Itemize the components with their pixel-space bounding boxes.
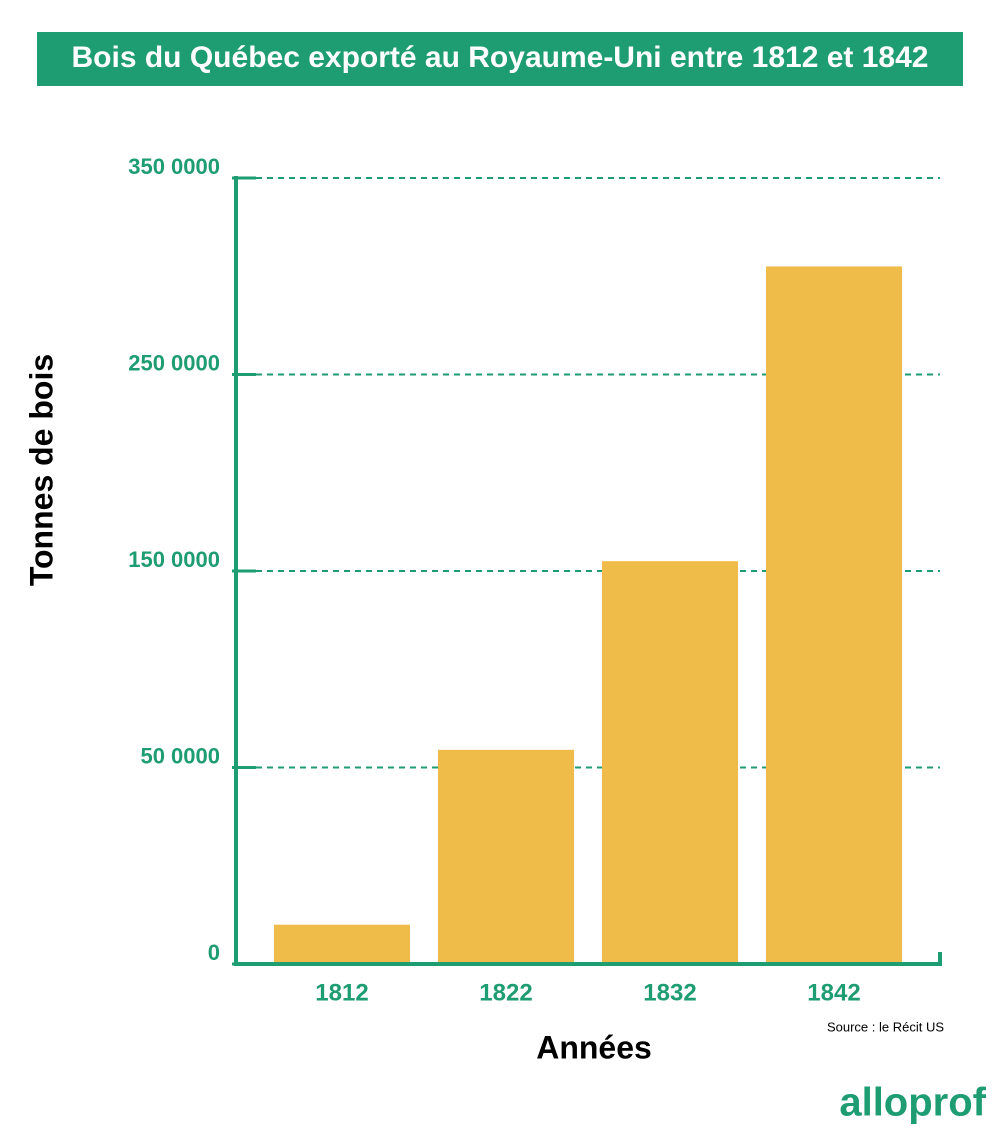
bar xyxy=(766,266,902,964)
title-banner xyxy=(37,32,963,86)
bar xyxy=(274,924,410,964)
y-tick-label: 150 0000 xyxy=(128,547,220,572)
y-tick-label: 50 0000 xyxy=(140,743,220,768)
y-tick-label: 0 xyxy=(208,940,220,965)
y-axis-label: Tonnes de bois xyxy=(23,354,59,586)
x-tick-label: 1842 xyxy=(807,979,860,1006)
x-tick-label: 1832 xyxy=(643,979,696,1006)
chart-title: Bois du Québec exporté au Royaume-Uni en… xyxy=(72,41,929,74)
bar xyxy=(438,749,574,964)
y-tick-label: 250 0000 xyxy=(128,350,220,375)
x-tick-label: 1822 xyxy=(479,979,532,1006)
logo: alloprof xyxy=(839,1081,986,1125)
bar xyxy=(602,561,738,964)
x-axis-label: Années xyxy=(536,1029,652,1065)
source: Source : le Récit US xyxy=(827,1019,944,1034)
y-tick-label: 350 0000 xyxy=(128,154,220,179)
x-tick-label: 1812 xyxy=(315,979,368,1006)
